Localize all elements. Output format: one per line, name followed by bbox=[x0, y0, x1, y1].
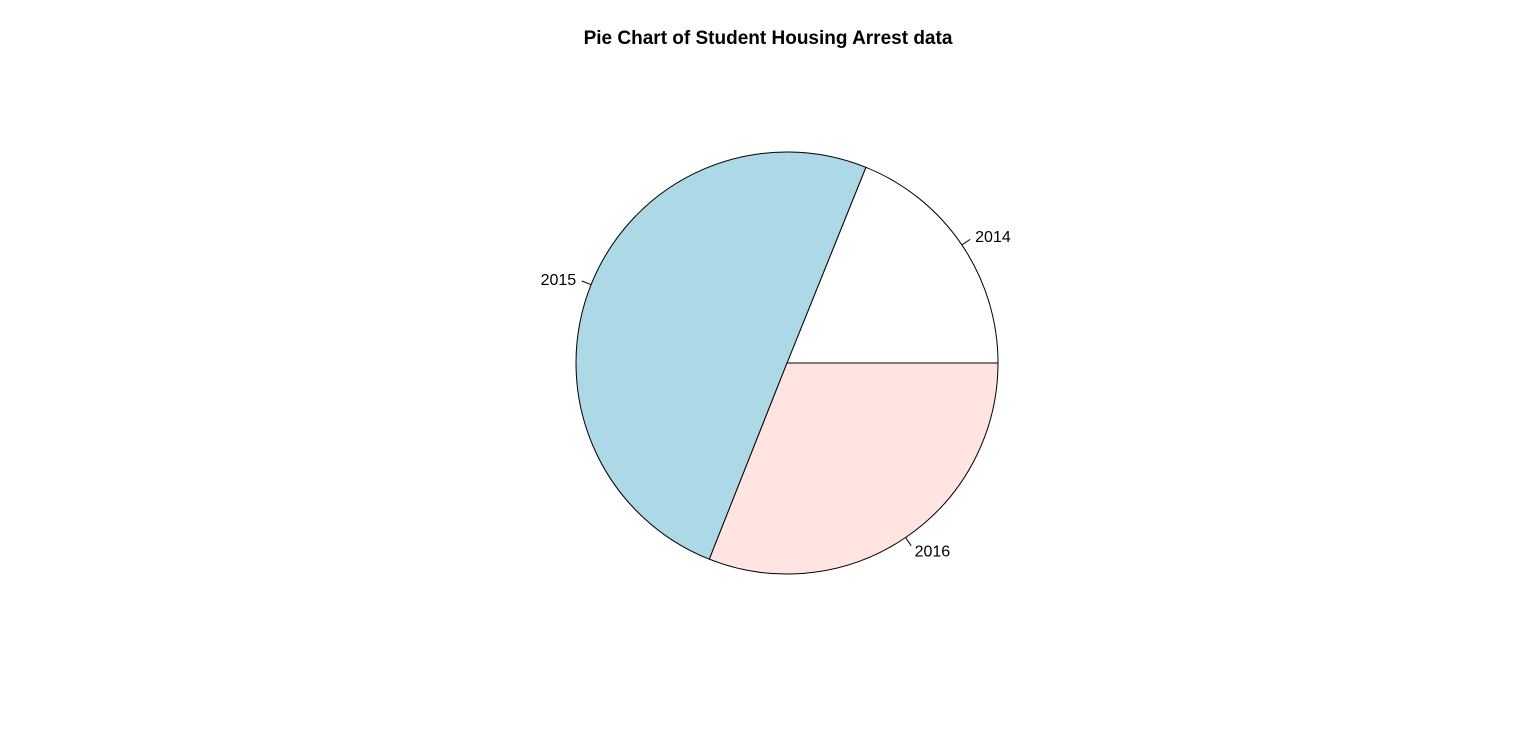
pie-slice-2015 bbox=[575, 151, 867, 560]
label-tick-2016 bbox=[905, 537, 912, 547]
pie-slice-2014 bbox=[786, 166, 999, 364]
slice-label-2014: 2014 bbox=[975, 229, 1011, 246]
chart-title: Pie Chart of Student Housing Arrest data bbox=[583, 28, 953, 49]
label-tick-2014 bbox=[961, 238, 971, 246]
slice-label-2015: 2015 bbox=[541, 272, 577, 289]
slice-label-2016: 2016 bbox=[915, 544, 951, 561]
label-tick-2015 bbox=[581, 280, 592, 286]
